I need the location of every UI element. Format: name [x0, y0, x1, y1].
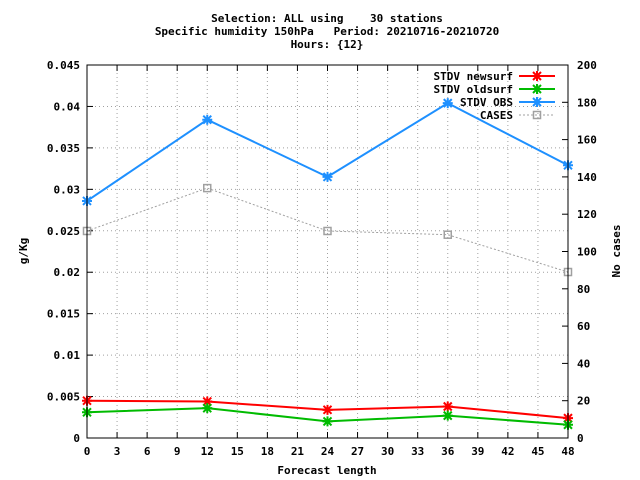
- data-point-stdv-newsurf: [322, 404, 333, 415]
- y2-tick-label: 40: [577, 357, 590, 370]
- plot-frame: [86, 64, 569, 439]
- title-line-1: Selection: ALL using 30 stations: [211, 12, 443, 25]
- data-point-stdv-obs: [202, 114, 213, 125]
- y-axis-right: 0 20 40 60 80 100 120 140 160 180 200: [562, 59, 597, 445]
- x-tick-label: 39: [471, 445, 484, 458]
- data-point-cases: [443, 230, 452, 239]
- data-point-stdv-newsurf: [442, 401, 453, 412]
- data-point-stdv-oldsurf: [202, 403, 213, 414]
- y2-tick-label: 80: [577, 283, 590, 296]
- legend-item-stdv-newsurf: STDV newsurf: [434, 70, 555, 83]
- x-tick-label: 33: [411, 445, 424, 458]
- data-point-cases: [323, 226, 332, 236]
- chart-title: Selection: ALL using 30 stationsSpecific…: [155, 12, 499, 51]
- x-tick-label: 48: [561, 445, 574, 458]
- legend-marker: [532, 71, 542, 81]
- legend-item-stdv-obs: STDV OBS: [460, 96, 555, 109]
- legend-label: STDV OBS: [460, 96, 513, 109]
- title-line-2: Specific humidity 150hPa Period: 2021071…: [155, 25, 499, 38]
- legend-item-cases: CASES: [480, 109, 555, 122]
- y2-axis-label: No cases: [610, 225, 623, 278]
- y2-tick-label: 100: [577, 246, 597, 259]
- data-point-stdv-oldsurf: [322, 416, 333, 427]
- y-tick-label: 0.045: [47, 59, 80, 72]
- y2-tick-label: 200: [577, 59, 597, 72]
- title-line-3: Hours: {12}: [291, 38, 364, 51]
- data-point-stdv-oldsurf: [442, 410, 453, 421]
- legend-label: STDV newsurf: [434, 70, 513, 83]
- x-tick-label: 45: [531, 445, 544, 458]
- x-tick-label: 30: [381, 445, 394, 458]
- data-point-stdv-obs: [442, 98, 453, 109]
- y2-tick-label: 160: [577, 134, 597, 147]
- y-tick-label: 0.01: [54, 349, 81, 362]
- y-tick-label: 0.005: [47, 391, 80, 404]
- y2-tick-label: 120: [577, 208, 597, 221]
- y-tick-label: 0: [73, 432, 80, 445]
- y-tick-label: 0.03: [54, 183, 81, 196]
- y2-tick-label: 140: [577, 171, 597, 184]
- y2-tick-label: 60: [577, 320, 590, 333]
- y-axis-label: g/Kg: [17, 238, 30, 265]
- y-tick-label: 0.04: [54, 100, 81, 113]
- series-line-cases: [86, 187, 569, 273]
- y2-tick-label: 0: [577, 432, 584, 445]
- x-axis: 0 3 6 9 12 15 18 21 24 27 30 33 36 39 42 45 48: [84, 65, 575, 458]
- y-tick-label: 0.015: [47, 308, 80, 321]
- y2-tick-label: 180: [577, 96, 597, 109]
- x-tick-label: 3: [114, 445, 121, 458]
- data-point-cases: [203, 183, 212, 193]
- y-axis-left: 0 0.005 0.01 0.015 0.02 0.025 0.03 0.035 0.04 0.0…: [47, 59, 93, 445]
- data-point-stdv-newsurf: [202, 396, 213, 407]
- x-tick-label: 42: [501, 445, 514, 458]
- x-tick-label: 36: [441, 445, 455, 458]
- plot-series: [82, 98, 573, 430]
- legend-marker: [532, 97, 542, 107]
- legend-label: CASES: [480, 109, 513, 122]
- x-tick-label: 9: [174, 445, 181, 458]
- y-tick-label: 0.02: [54, 266, 81, 279]
- y2-tick-label: 20: [577, 395, 590, 408]
- y-tick-label: 0.025: [47, 225, 80, 238]
- legend-item-stdv-oldsurf: STDV oldsurf: [434, 83, 555, 96]
- x-tick-label: 0: [84, 445, 91, 458]
- x-tick-label: 18: [261, 445, 274, 458]
- x-axis-label: Forecast length: [277, 464, 376, 477]
- series-stdv-obs: [82, 98, 573, 206]
- x-tick-label: 6: [144, 445, 151, 458]
- x-tick-label: 24: [321, 445, 335, 458]
- legend-label: STDV oldsurf: [434, 83, 513, 96]
- x-tick-label: 15: [231, 445, 244, 458]
- x-tick-label: 27: [351, 445, 364, 458]
- legend-marker: [532, 84, 542, 94]
- x-tick-label: 12: [201, 445, 214, 458]
- x-tick-label: 21: [291, 445, 305, 458]
- legend-marker: [532, 110, 542, 120]
- y-tick-label: 0.035: [47, 142, 80, 155]
- data-point-stdv-obs: [322, 171, 333, 182]
